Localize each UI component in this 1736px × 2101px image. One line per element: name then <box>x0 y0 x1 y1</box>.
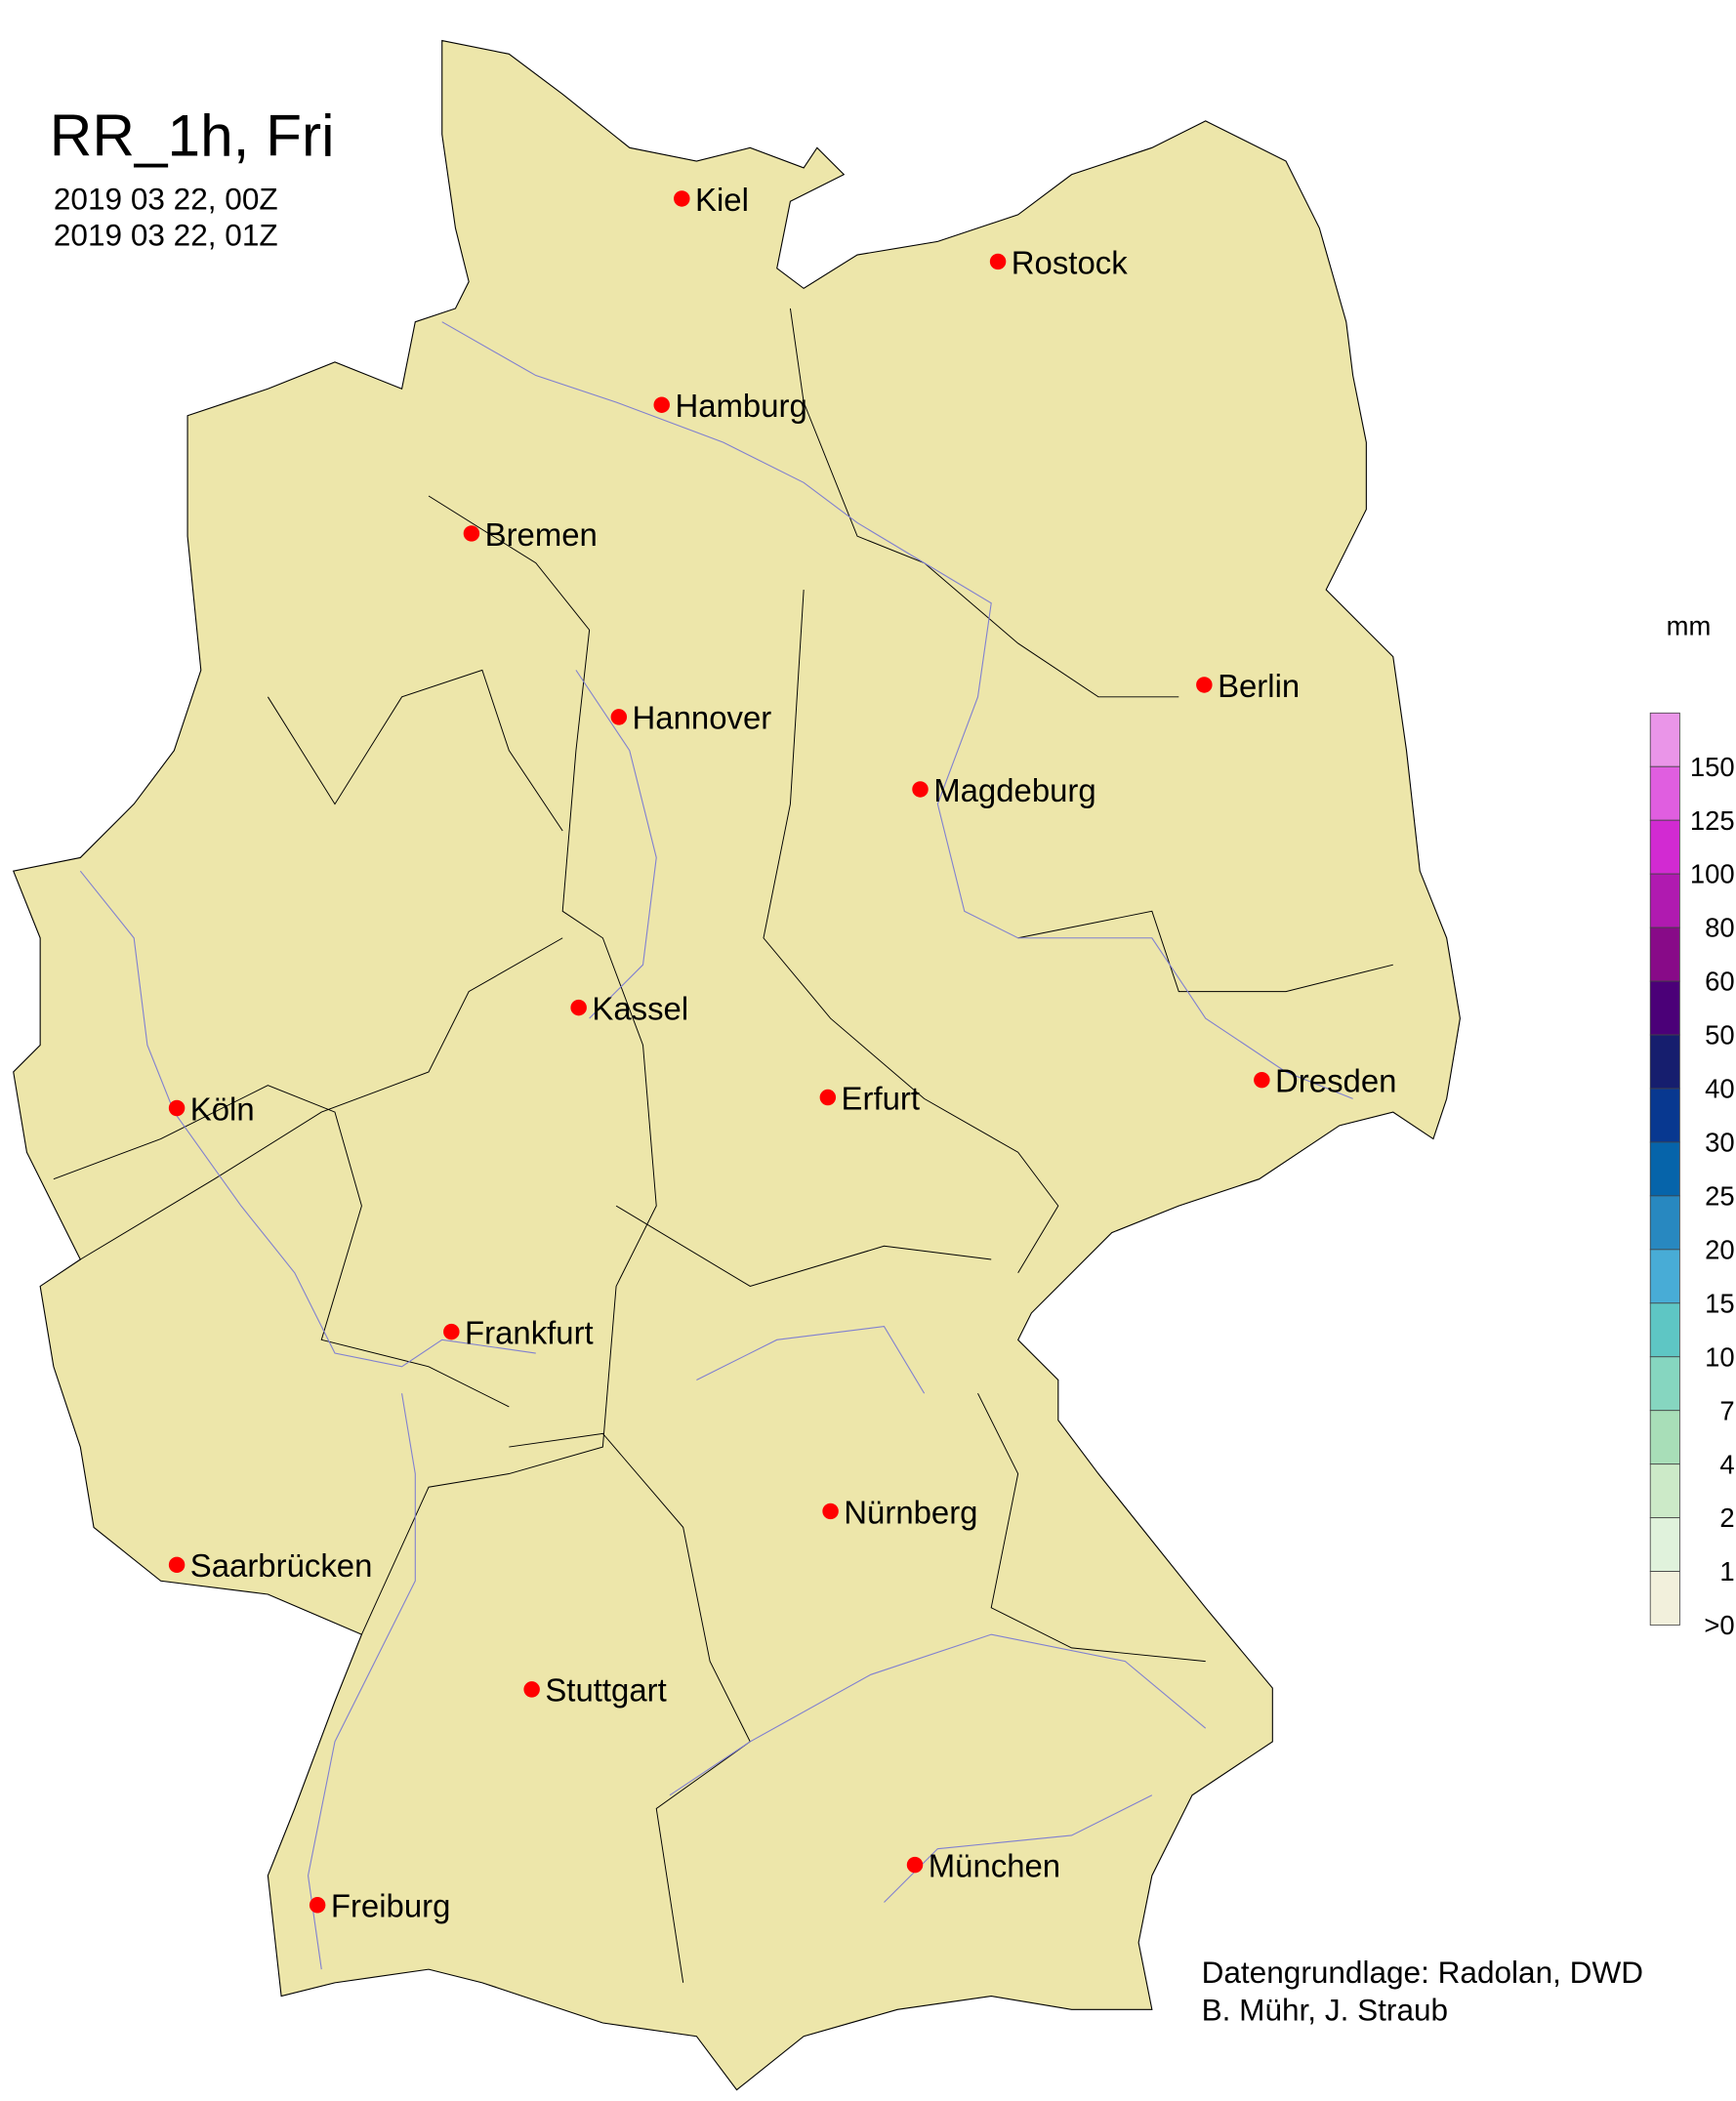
city-label: Saarbrücken <box>190 1547 373 1584</box>
city-label: Stuttgart <box>545 1672 666 1709</box>
city-marker-icon <box>463 525 480 542</box>
state-borders <box>53 308 1393 1983</box>
legend-label: 125 <box>1690 805 1735 836</box>
city-label: Freiburg <box>331 1888 451 1924</box>
city-dresden: Dresden <box>1254 1063 1396 1099</box>
legend-label: 60 <box>1705 967 1735 997</box>
legend-swatch <box>1649 765 1680 821</box>
city-label: Magdeburg <box>933 772 1095 808</box>
city-marker-icon <box>912 781 929 798</box>
attribution-line-1: Datengrundlage: Radolan, DWD <box>1202 1955 1643 1990</box>
legend-label: 100 <box>1690 859 1735 889</box>
city-label: Nürnberg <box>844 1494 977 1530</box>
legend-swatch <box>1649 1571 1680 1626</box>
city-marker-icon <box>610 709 628 725</box>
legend-swatch <box>1649 873 1680 928</box>
legend-swatch <box>1649 1195 1680 1251</box>
city-label: Berlin <box>1218 668 1300 704</box>
city-label: Köln <box>190 1091 255 1127</box>
city-saarbrücken: Saarbrücken <box>168 1547 373 1584</box>
city-marker-icon <box>309 1897 326 1914</box>
city-marker-icon <box>1196 677 1213 693</box>
city-label: Kiel <box>695 182 749 218</box>
city-label: Dresden <box>1275 1063 1396 1099</box>
city-marker-icon <box>653 396 670 413</box>
city-kassel: Kassel <box>570 990 688 1026</box>
city-münchen: München <box>906 1847 1060 1883</box>
city-marker-icon <box>168 1556 186 1574</box>
city-marker-icon <box>989 253 1007 270</box>
legend-swatch <box>1649 1302 1680 1358</box>
legend-label: 4 <box>1719 1449 1734 1479</box>
legend-label: 10 <box>1705 1341 1735 1372</box>
city-stuttgart: Stuttgart <box>523 1672 667 1709</box>
city-marker-icon <box>168 1099 186 1117</box>
city-hamburg: Hamburg <box>653 388 807 424</box>
city-nürnberg: Nürnberg <box>822 1494 977 1530</box>
legend-swatch <box>1649 1517 1680 1573</box>
city-label: München <box>929 1847 1060 1883</box>
city-freiburg: Freiburg <box>309 1888 451 1924</box>
legend-label: >0 <box>1704 1610 1734 1640</box>
city-marker-icon <box>906 1856 924 1874</box>
city-marker-icon <box>674 190 690 207</box>
city-label: Hamburg <box>675 388 806 424</box>
city-frankfurt: Frankfurt <box>443 1314 594 1350</box>
legend-swatch <box>1649 1088 1680 1143</box>
city-berlin: Berlin <box>1196 668 1300 704</box>
city-marker-icon <box>822 1503 839 1520</box>
city-rostock: Rostock <box>989 244 1128 280</box>
city-label: Frankfurt <box>465 1314 594 1350</box>
city-marker-icon <box>1254 1071 1270 1089</box>
city-marker-icon <box>570 999 587 1016</box>
legend-label: 25 <box>1705 1180 1735 1211</box>
legend-swatch <box>1649 819 1680 875</box>
legend-swatch <box>1649 1141 1680 1197</box>
legend-swatch <box>1649 1356 1680 1412</box>
city-hannover: Hannover <box>610 700 772 736</box>
city-magdeburg: Magdeburg <box>912 772 1096 808</box>
legend-label: 80 <box>1705 913 1735 943</box>
city-label: Bremen <box>485 516 598 553</box>
germany-land <box>12 39 1461 2091</box>
city-marker-icon <box>523 1681 540 1698</box>
legend-swatch <box>1649 1249 1680 1304</box>
period-end: 2019 03 22, 01Z <box>54 217 278 252</box>
legend-label: 50 <box>1705 1020 1735 1050</box>
city-label: Kassel <box>592 990 688 1026</box>
legend-label: 15 <box>1705 1288 1735 1318</box>
legend-swatch <box>1649 1410 1680 1465</box>
legend-swatch <box>1649 927 1680 982</box>
period-start: 2019 03 22, 00Z <box>54 181 278 216</box>
city-marker-icon <box>819 1089 837 1106</box>
legend-swatch <box>1649 1034 1680 1090</box>
city-marker-icon <box>443 1323 460 1340</box>
attribution-line-2: B. Mühr, J. Straub <box>1202 1992 1448 2027</box>
city-köln: Köln <box>168 1091 255 1127</box>
city-label: Erfurt <box>842 1080 920 1116</box>
map-title: RR_1h, Fri <box>50 103 335 169</box>
legend-unit: mm <box>1667 611 1712 641</box>
legend-label: 7 <box>1719 1395 1734 1425</box>
legend-label: 20 <box>1705 1234 1735 1264</box>
legend-swatch <box>1649 980 1680 1036</box>
legend-label: 2 <box>1719 1503 1734 1533</box>
city-erfurt: Erfurt <box>819 1080 920 1116</box>
legend-label: 150 <box>1690 752 1735 782</box>
legend-label: 40 <box>1705 1074 1735 1104</box>
legend-swatch <box>1649 712 1680 767</box>
city-bremen: Bremen <box>463 516 598 553</box>
city-markers: Kiel Rostock Hamburg Bremen Berlin Hannover Ma… <box>168 182 1396 1924</box>
legend-label: 30 <box>1705 1128 1735 1158</box>
legend-label: 1 <box>1719 1556 1734 1586</box>
city-label: Hannover <box>633 700 772 736</box>
rivers <box>79 321 1353 1970</box>
city-label: Rostock <box>1012 244 1128 280</box>
color-legend: 150 125 100 80 60 50 40 30 25 20 15 10 7 4 2 1 >0 <box>1649 712 1735 1640</box>
city-kiel: Kiel <box>674 182 749 218</box>
legend-swatch <box>1649 1463 1680 1519</box>
